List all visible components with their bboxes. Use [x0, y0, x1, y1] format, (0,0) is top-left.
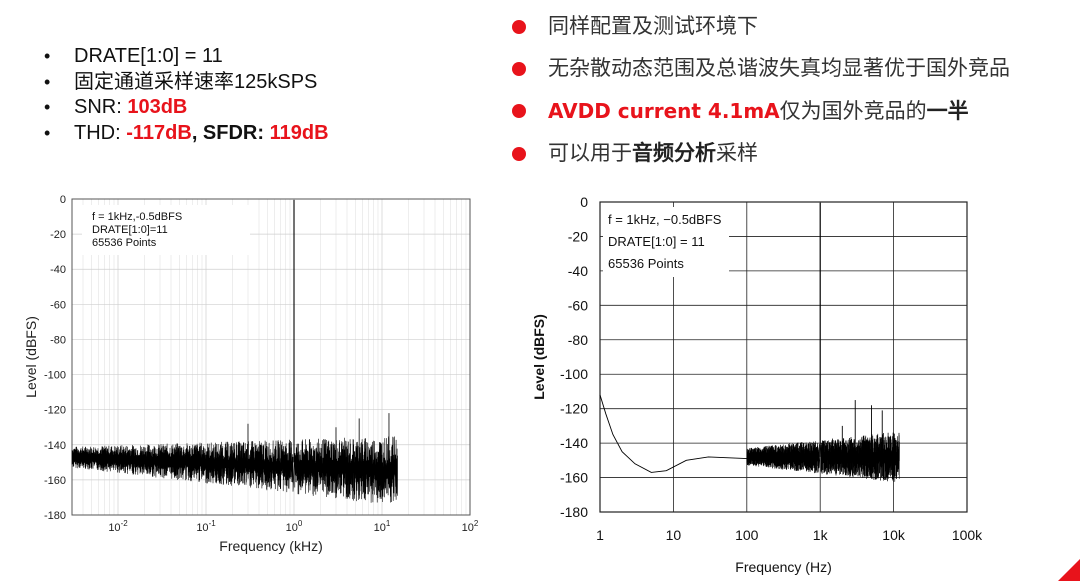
plot-frame: [599, 201, 968, 513]
right-fft-chart: 0 -20 -40 -60 -80 -100 -120 -140 -160 -180 1 10 100 1…: [531, 194, 983, 575]
avdd-current-text: AVDD current 4.1mA: [548, 99, 780, 123]
y-tick-label: -160: [44, 475, 66, 487]
y-tick-label: -180: [44, 510, 66, 522]
annotation-box: [603, 207, 729, 277]
drate-text: DRATE[1:0] = 11: [74, 45, 223, 67]
avdd-half-text: 一半: [926, 100, 969, 123]
y-tick-label: -20: [50, 229, 66, 241]
y-tick-label: -80: [568, 332, 588, 348]
x-tick-label: 100: [735, 527, 759, 543]
y-tick-label: -60: [568, 297, 588, 313]
annotation-line: f = 1kHz,-0.5dBFS: [92, 211, 182, 223]
annotation-box: [82, 205, 250, 255]
y-axis-label: Level (dBFS): [531, 314, 547, 400]
y-tick-label: -20: [568, 228, 588, 244]
bullet-dot-icon: [512, 104, 526, 118]
y-tick-label: -100: [44, 370, 66, 382]
annotation-line: 65536 Points: [92, 237, 157, 249]
right-bullet-avdd: AVDD current 4.1mA仅为国外竞品的一半: [512, 90, 1010, 133]
plot-frame: [71, 198, 471, 516]
right-bullet-audio: 可以用于音频分析采样: [512, 133, 1010, 175]
snr-label: SNR:: [74, 96, 128, 118]
y-tick-label: -60: [50, 299, 66, 311]
y-tick-label: 0: [60, 194, 66, 206]
y-tick-label: -120: [44, 405, 66, 417]
bullet-dot-icon: [512, 147, 526, 161]
audio-post-text: 采样: [716, 142, 758, 165]
right-bullet-sfdr: 无杂散动态范围及总谐波失真均显著优于国外竞品: [512, 48, 1010, 90]
annotation-line: f = 1kHz, −0.5dBFS: [608, 212, 722, 227]
left-bullet-list: DRATE[1:0] = 11 固定通道采样速率125kSPS SNR: 103…: [44, 44, 329, 146]
annotation-line: 65536 Points: [608, 256, 684, 271]
right-bullet-config: 同样配置及测试环境下: [512, 6, 1010, 48]
x-tick-label: 10-1: [196, 519, 216, 534]
x-tick-label: 10: [666, 527, 682, 543]
x-tick-label: 102: [462, 519, 479, 534]
snr-value: 103dB: [127, 96, 188, 118]
y-tick-label: -140: [44, 440, 66, 452]
y-tick-label: -180: [560, 504, 588, 520]
annotation-line: DRATE[1:0] = 11: [608, 234, 705, 249]
noise-floor-trace: [746, 432, 900, 483]
x-tick-label: 10-2: [108, 519, 128, 534]
x-tick-label: 101: [374, 519, 391, 534]
annotation-line: DRATE[1:0]=11: [92, 224, 168, 236]
bullet-dot-icon: [512, 62, 526, 76]
y-tick-label: -160: [560, 470, 588, 486]
x-tick-label: 1: [596, 527, 604, 543]
low-frequency-trace: [599, 394, 782, 473]
y-tick-label: -80: [50, 334, 66, 346]
bullet-dot-icon: [512, 20, 526, 34]
y-tick-label: -140: [560, 435, 588, 451]
left-bullet-rate: 固定通道采样速率125kSPS: [44, 70, 329, 96]
y-tick-label: -100: [560, 366, 588, 382]
avdd-mid-text: 仅为国外竞品的: [779, 100, 927, 123]
y-tick-label: -40: [568, 263, 588, 279]
noise-floor-trace: [71, 436, 398, 503]
x-tick-label: 100: [286, 519, 303, 534]
x-tick-label: 1k: [813, 527, 829, 543]
x-axis-label: Frequency (Hz): [735, 559, 831, 575]
x-tick-label: 10k: [882, 527, 906, 543]
sfdr-label: , SFDR:: [191, 121, 270, 144]
y-tick-label: 0: [580, 194, 588, 210]
y-tick-label: -120: [560, 401, 588, 417]
corner-decoration: [1058, 559, 1080, 581]
left-bullet-snr: SNR: 103dB: [44, 95, 329, 121]
left-fft-chart: 0 -20 -40 -60 -80 -100 -120 -140 -160 -180 10-2 10-…: [23, 194, 479, 554]
sfdr-compare-text: 无杂散动态范围及总谐波失真均显著优于国外竞品: [548, 57, 1010, 80]
x-tick-label: 100k: [952, 527, 983, 543]
left-bullet-thd: THD: -117dB, SFDR: 119dB: [44, 121, 329, 147]
thd-value: -117dB: [126, 121, 192, 144]
right-bullet-list: 同样配置及测试环境下 无杂散动态范围及总谐波失真均显著优于国外竞品 AVDD c…: [512, 6, 1010, 175]
sfdr-value: 119dB: [269, 121, 329, 144]
thd-label: THD:: [74, 121, 127, 144]
config-text: 同样配置及测试环境下: [548, 15, 758, 38]
audio-strong-text: 音频分析: [632, 142, 716, 165]
x-axis-label: Frequency (kHz): [219, 538, 322, 554]
y-tick-label: -40: [50, 264, 66, 276]
left-bullet-drate: DRATE[1:0] = 11: [44, 44, 329, 70]
y-axis-label: Level (dBFS): [23, 316, 39, 398]
audio-pre-text: 可以用于: [548, 142, 632, 165]
rate-text: 固定通道采样速率125kSPS: [74, 70, 318, 93]
